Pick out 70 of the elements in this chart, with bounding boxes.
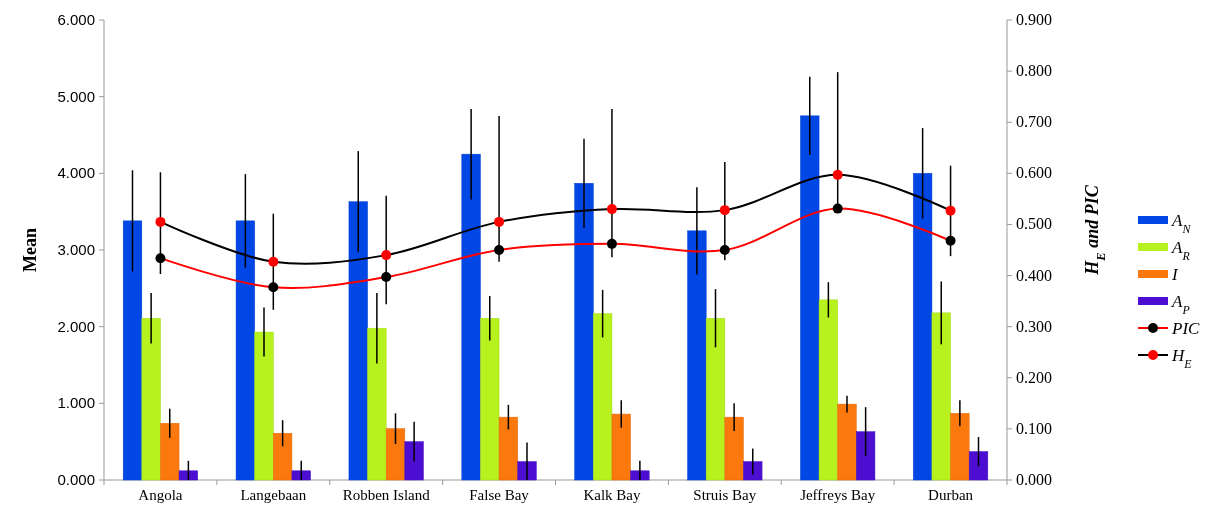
bar	[611, 413, 631, 481]
legend-label: A$_{R}$	[1171, 238, 1191, 263]
y-axis-title: Mean	[20, 228, 40, 272]
y2-tick-label: 0.600	[1016, 164, 1052, 182]
y2-tick-label: 0.400	[1016, 266, 1052, 284]
point	[945, 205, 956, 216]
bar	[122, 220, 143, 481]
bar	[800, 115, 820, 481]
bar	[950, 413, 970, 481]
x-tick-label: False Bay	[469, 487, 530, 503]
bar	[724, 416, 744, 481]
bar	[254, 331, 274, 481]
y2-tick-label: 0.700	[1016, 113, 1052, 131]
bar	[818, 299, 838, 481]
y-tick-label: 2.000	[57, 317, 95, 335]
bar	[705, 317, 726, 481]
point	[606, 204, 617, 215]
point	[719, 205, 730, 216]
bar	[574, 183, 594, 481]
x-tick-label: Jeffreys Bay	[800, 487, 876, 503]
x-tick-label: Langebaan	[240, 487, 307, 503]
bar	[367, 327, 387, 481]
y-tick-label: 3.000	[57, 241, 95, 258]
bar	[160, 423, 180, 481]
legend-label: A$_{N}$	[1171, 211, 1192, 236]
y-tick-label: 6.000	[57, 11, 95, 28]
y2-tick-label: 0.900	[1016, 11, 1052, 28]
bar	[461, 153, 481, 481]
legend-label: PIC	[1171, 319, 1201, 338]
x-tick-label: Struis Bay	[693, 487, 757, 503]
bar	[931, 312, 951, 481]
y2-tick-label: 0.000	[1016, 471, 1052, 488]
y-tick-label: 0.000	[57, 471, 95, 488]
bar	[235, 220, 255, 481]
legend-label: I	[1171, 265, 1179, 284]
y-tick-label: 4.000	[57, 164, 95, 182]
bar	[273, 432, 293, 481]
bar	[743, 461, 763, 481]
point	[494, 216, 505, 227]
legend-label: A$_{P}$	[1171, 292, 1190, 317]
bar	[480, 317, 500, 481]
bar	[856, 431, 876, 481]
x-tick-label: Durban	[928, 487, 974, 503]
bar	[593, 313, 613, 481]
bar	[348, 201, 368, 481]
point	[268, 256, 279, 267]
bar	[968, 451, 989, 481]
point	[381, 250, 392, 261]
point	[155, 216, 166, 227]
x-tick-label: Angola	[138, 487, 183, 503]
bar	[913, 173, 933, 481]
bar	[837, 403, 857, 481]
y2-tick-label: 0.200	[1016, 368, 1052, 386]
y-tick-label: 1.000	[57, 394, 95, 412]
point	[832, 203, 843, 214]
y2-tick-label: 0.500	[1016, 215, 1052, 233]
legend-label: H$_{E}$	[1171, 346, 1193, 371]
bar	[498, 416, 518, 481]
x-tick-label: Kalk Bay	[583, 487, 641, 503]
bar	[404, 441, 424, 481]
x-tick-label: Robben Island	[342, 487, 431, 503]
bar	[141, 317, 161, 481]
y2-tick-label: 0.300	[1016, 317, 1052, 335]
bar	[178, 470, 198, 481]
y2-tick-label: 0.100	[1016, 419, 1052, 437]
bar	[687, 230, 707, 481]
point	[832, 169, 843, 180]
y2-tick-label: 0.800	[1016, 62, 1052, 80]
bar	[385, 428, 406, 481]
y-tick-label: 5.000	[57, 87, 95, 105]
